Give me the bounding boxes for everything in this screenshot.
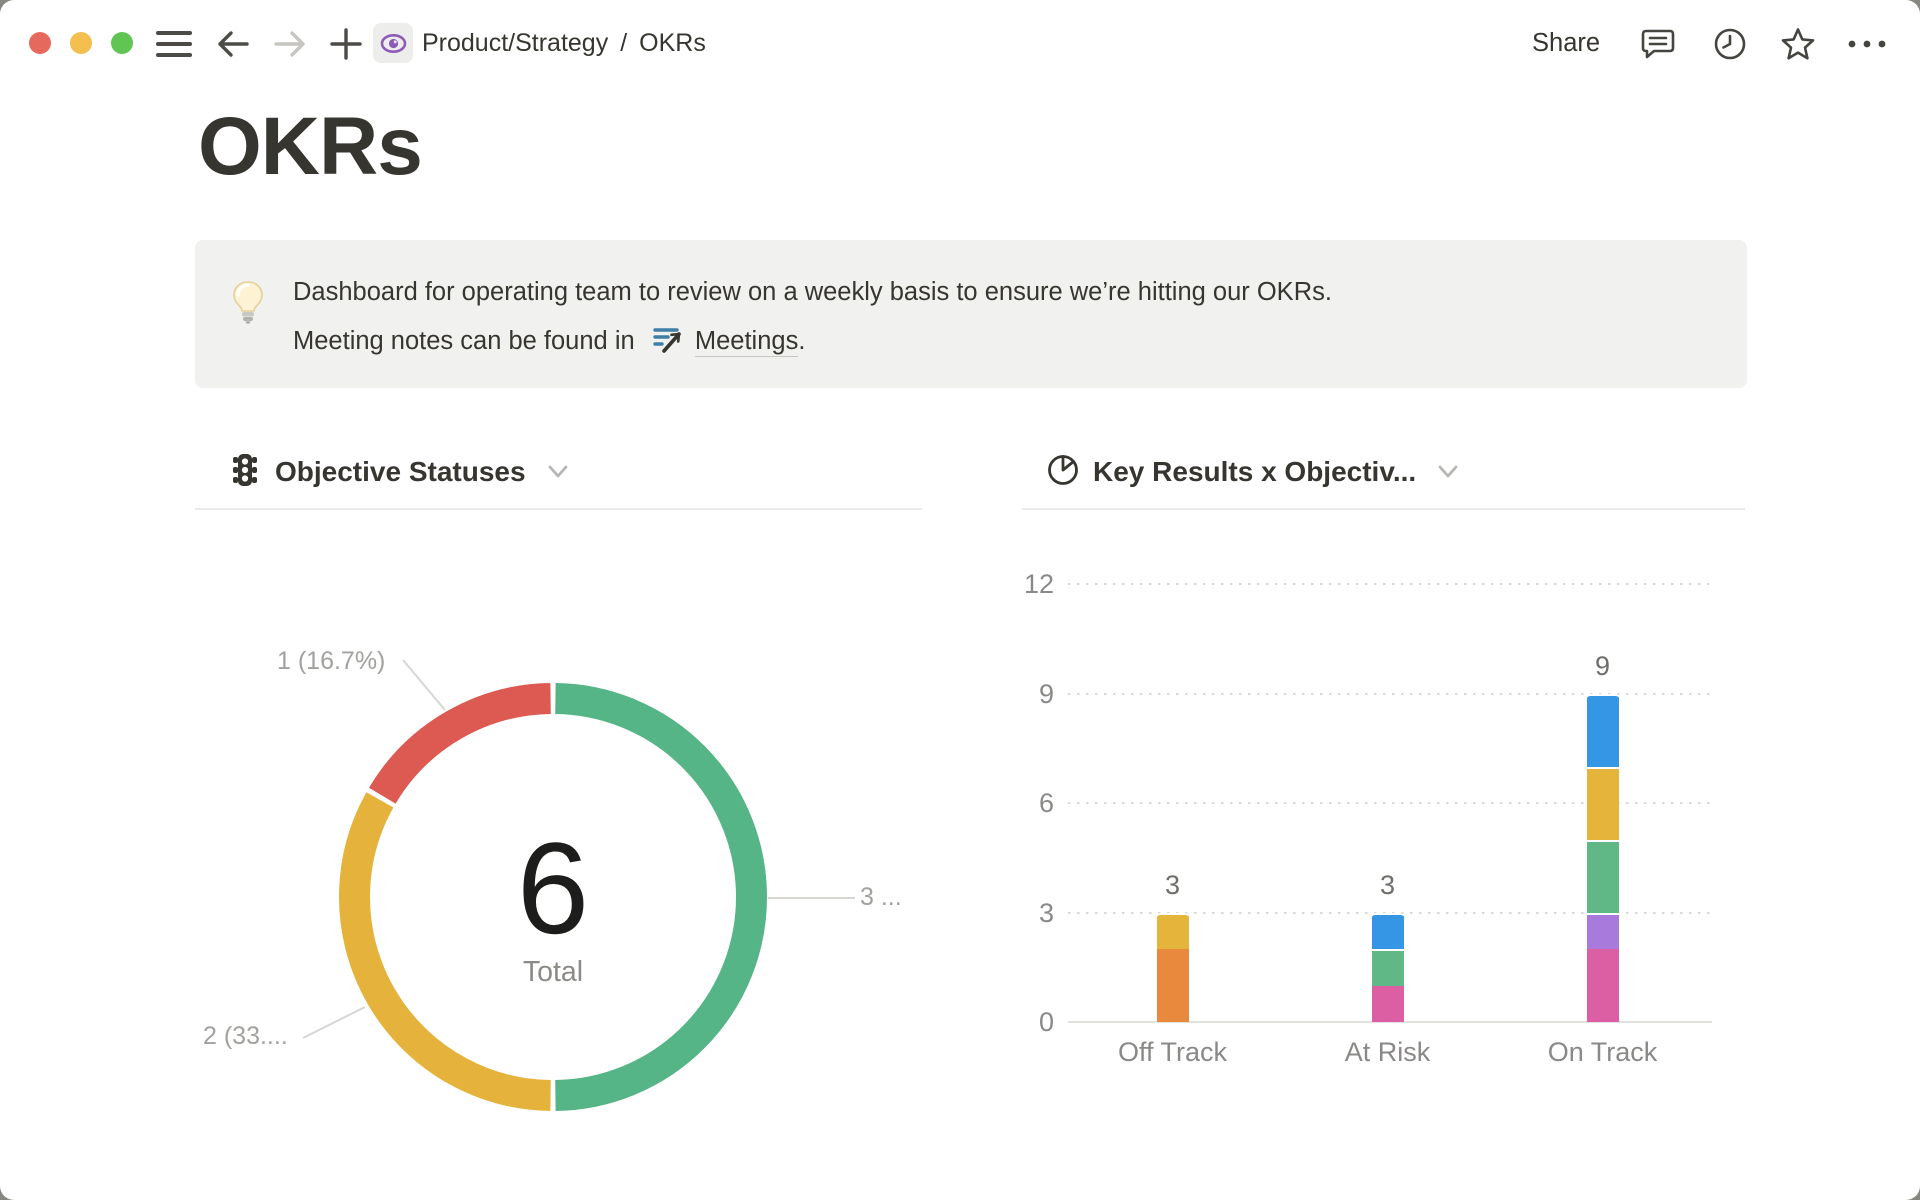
- callout-block[interactable]: Dashboard for operating team to review o…: [195, 240, 1747, 388]
- chart-header-objective-statuses[interactable]: Objective Statuses: [228, 452, 571, 492]
- plus-icon[interactable]: [328, 26, 364, 62]
- comment-icon[interactable]: [1638, 26, 1678, 62]
- forward-arrow-icon[interactable]: [271, 26, 309, 62]
- bar-total-label: 3: [1379, 869, 1396, 900]
- bar-segment[interactable]: [1586, 839, 1619, 913]
- chart-divider-right: [1022, 508, 1745, 510]
- bar-segment[interactable]: [1156, 949, 1189, 1022]
- bar-segment[interactable]: [1586, 949, 1619, 1022]
- y-axis-tick-label: 6: [1038, 788, 1054, 818]
- chevron-down-icon[interactable]: [1435, 463, 1461, 486]
- y-axis-tick-label: 0: [1038, 1007, 1054, 1037]
- donut-segment[interactable]: [368, 683, 552, 804]
- y-axis-tick-label: 9: [1038, 678, 1054, 709]
- close-window-button[interactable]: [29, 32, 51, 54]
- gridline: [1068, 1021, 1712, 1023]
- meeting-notes-icon: [652, 322, 682, 371]
- breadcrumb-separator: /: [620, 28, 628, 57]
- bar-segment[interactable]: [1371, 985, 1404, 1022]
- meetings-link[interactable]: Meetings: [694, 327, 799, 357]
- callout-text: Dashboard for operating team to review o…: [293, 268, 1332, 371]
- star-icon[interactable]: [1778, 25, 1818, 63]
- traffic-light-icon: [228, 452, 262, 493]
- eye-icon: [380, 33, 406, 53]
- chart-header-key-results[interactable]: Key Results x Objectiv...: [1046, 452, 1461, 492]
- bar-total-label: 9: [1594, 650, 1611, 681]
- x-axis-category-label: At Risk: [1344, 1037, 1431, 1067]
- bar-segment[interactable]: [1371, 949, 1404, 986]
- bar-segment[interactable]: [1371, 912, 1404, 949]
- bar-segment[interactable]: [1156, 912, 1189, 949]
- callout-line-2: Meeting notes can be found in Meetings.: [293, 317, 1332, 371]
- bar-segment[interactable]: [1586, 912, 1619, 949]
- pie-label-off-track: 1 (16.7%): [277, 647, 386, 675]
- y-axis-tick-label: 12: [1023, 569, 1054, 599]
- pie-label-at-risk: 2 (33....: [203, 1022, 288, 1050]
- back-arrow-icon[interactable]: [214, 26, 252, 62]
- gridline: [1068, 583, 1712, 585]
- bar-segment[interactable]: [1586, 766, 1619, 840]
- x-axis-category-label: Off Track: [1117, 1037, 1228, 1067]
- chevron-down-icon[interactable]: [545, 463, 571, 486]
- donut-chart[interactable]: [339, 683, 767, 1111]
- donut-total-value: 6: [516, 815, 590, 961]
- breadcrumb: Product/Strategy / OKRs: [373, 23, 706, 63]
- stacked-bar-chart[interactable]: 0 3 6 9 12 3 Off Track 3 At Risk 9 On Track: [1020, 540, 1760, 1100]
- pie-label-on-track: 3 ...: [860, 883, 902, 911]
- menu-icon[interactable]: [154, 27, 194, 61]
- donut-leader-lines: [302, 659, 855, 1039]
- callout-line-1: Dashboard for operating team to review o…: [293, 278, 1332, 306]
- share-button[interactable]: Share: [1532, 29, 1601, 57]
- donut-segment[interactable]: [339, 792, 551, 1111]
- breadcrumb-current[interactable]: OKRs: [639, 28, 706, 57]
- chart-divider-left: [195, 508, 922, 510]
- chart-title-right: Key Results x Objectiv...: [1093, 456, 1417, 487]
- zoom-window-button[interactable]: [111, 32, 133, 54]
- window-controls: [29, 32, 133, 54]
- chart-title-left: Objective Statuses: [275, 456, 526, 487]
- gridline: [1068, 802, 1712, 804]
- breadcrumb-parent[interactable]: Product/Strategy: [422, 28, 609, 57]
- clock-icon[interactable]: [1710, 26, 1750, 62]
- gridline: [1068, 692, 1712, 695]
- donut-segment[interactable]: [555, 683, 767, 1111]
- bar-total-label: 3: [1164, 869, 1181, 900]
- page-icon[interactable]: [373, 23, 413, 63]
- page-title[interactable]: OKRs: [198, 101, 423, 192]
- lightbulb-icon: [230, 280, 266, 329]
- y-axis-tick-label: 3: [1038, 897, 1054, 928]
- donut-total-label: Total: [522, 956, 584, 988]
- minimize-window-button[interactable]: [70, 32, 92, 54]
- x-axis-category-label: On Track: [1547, 1037, 1658, 1067]
- bar-segment[interactable]: [1586, 693, 1619, 767]
- ellipsis-icon[interactable]: [1845, 28, 1889, 60]
- pie-chart-icon: [1046, 453, 1080, 492]
